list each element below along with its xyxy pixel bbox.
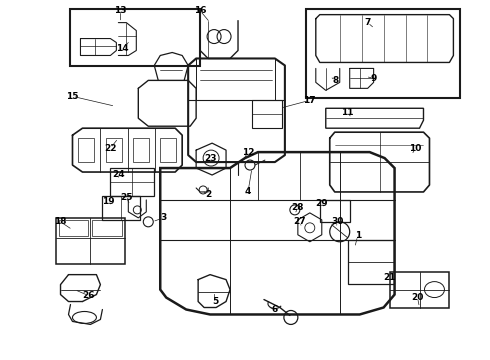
Text: 11: 11 <box>342 108 354 117</box>
Text: 21: 21 <box>383 273 396 282</box>
Text: 30: 30 <box>332 217 344 226</box>
Bar <box>71 9 200 67</box>
Text: 18: 18 <box>54 217 67 226</box>
Bar <box>320 200 350 222</box>
Text: 24: 24 <box>112 170 124 179</box>
Bar <box>390 272 449 307</box>
Text: 7: 7 <box>365 18 371 27</box>
Bar <box>306 9 461 98</box>
Text: 29: 29 <box>316 199 328 208</box>
Text: 14: 14 <box>116 44 129 53</box>
Text: 4: 4 <box>245 188 251 197</box>
Text: 23: 23 <box>204 154 217 163</box>
Text: 15: 15 <box>66 92 79 101</box>
Text: 20: 20 <box>411 293 424 302</box>
Bar <box>78 138 95 162</box>
Text: 2: 2 <box>205 190 211 199</box>
Text: 5: 5 <box>212 297 218 306</box>
Text: 25: 25 <box>120 193 133 202</box>
Text: 13: 13 <box>114 6 126 15</box>
Text: 16: 16 <box>194 6 206 15</box>
Text: 22: 22 <box>104 144 117 153</box>
Bar <box>93 220 122 236</box>
Text: 6: 6 <box>272 305 278 314</box>
Text: 3: 3 <box>160 213 167 222</box>
Bar <box>133 138 149 162</box>
Text: 19: 19 <box>102 197 115 206</box>
Bar <box>160 138 176 162</box>
Text: 8: 8 <box>333 76 339 85</box>
Text: 1: 1 <box>355 231 361 240</box>
Bar <box>55 218 125 264</box>
Bar <box>58 220 89 236</box>
Bar <box>348 240 393 284</box>
Text: 9: 9 <box>370 74 377 83</box>
Text: 17: 17 <box>303 96 316 105</box>
Bar <box>252 100 282 128</box>
Bar <box>102 196 140 220</box>
Text: 26: 26 <box>82 291 95 300</box>
Text: 27: 27 <box>294 217 306 226</box>
Text: 12: 12 <box>242 148 254 157</box>
Text: 28: 28 <box>292 203 304 212</box>
Bar <box>110 168 154 196</box>
Bar <box>106 138 122 162</box>
Text: 10: 10 <box>409 144 422 153</box>
